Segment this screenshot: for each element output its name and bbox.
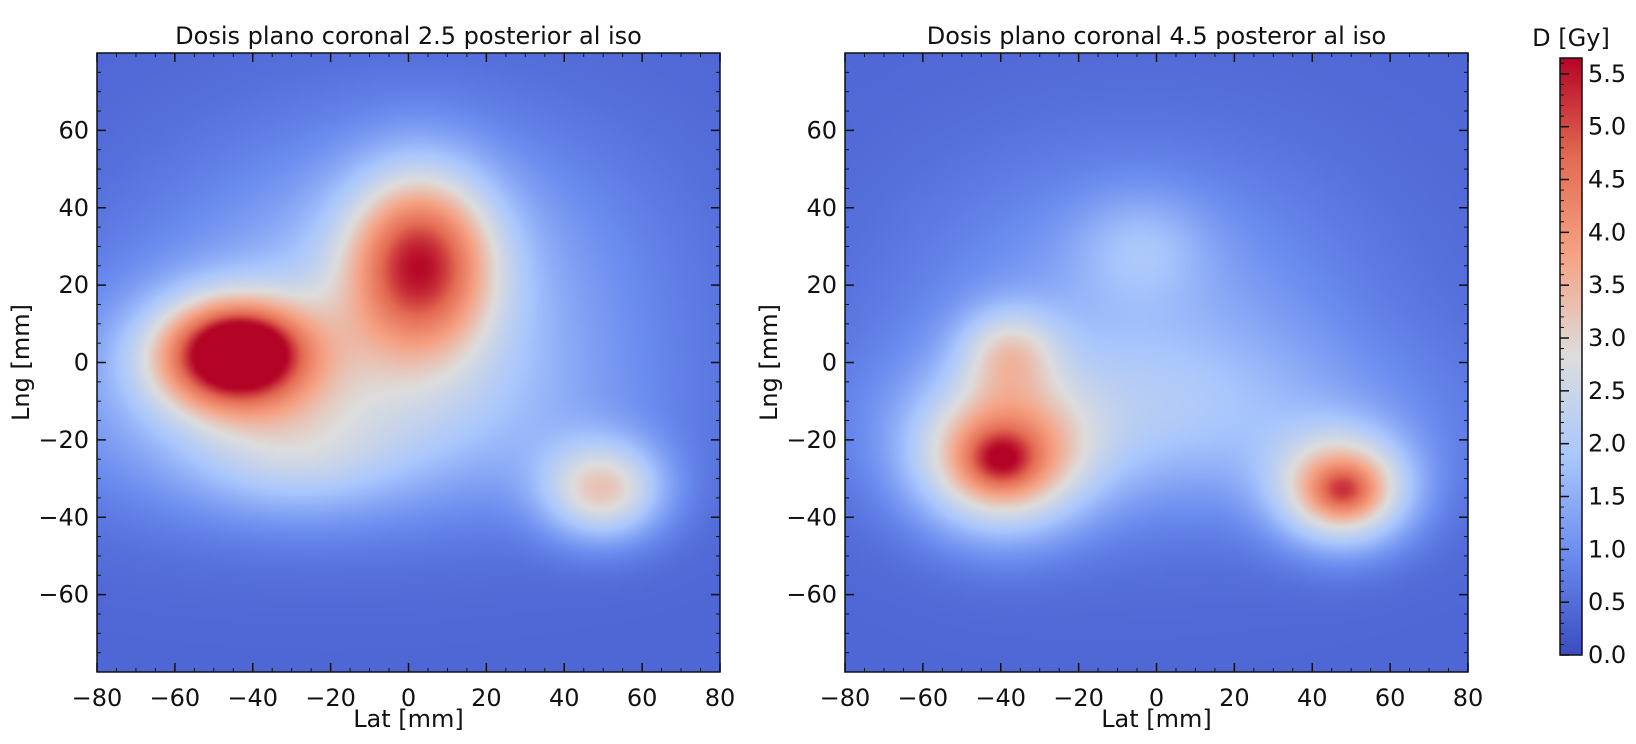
heatmap-panel-2: −80 −60 −40 −20 0 20 40 60 80 −60 −40 −20 0 20 40 60 Dos… — [755, 22, 1483, 733]
x-tick-label: 0 — [1149, 684, 1164, 712]
chart-title: Dosis plano coronal 2.5 posterior al iso — [175, 22, 642, 50]
colorbar-tick-label: 5.5 — [1588, 60, 1626, 88]
y-axis-label: Lng [mm] — [755, 304, 783, 421]
y-tick-label: 40 — [58, 194, 89, 222]
x-tick-label: 80 — [705, 684, 736, 712]
y-axis-label: Lng [mm] — [7, 304, 35, 421]
x-tick-label: −60 — [898, 684, 949, 712]
x-axis-label: Lat [mm] — [1101, 705, 1212, 733]
x-tick-label: −80 — [820, 684, 871, 712]
x-axis-label: Lat [mm] — [353, 705, 464, 733]
y-tick-label: −20 — [38, 426, 89, 454]
y-tick-label: −40 — [786, 503, 837, 531]
y-tick-label: 40 — [806, 194, 837, 222]
y-tick-label: 20 — [58, 271, 89, 299]
colorbar: 0.0 0.5 1.0 1.5 2.0 2.5 3.0 3.5 4.0 4.5 5.0 5.5 D [G… — [1532, 24, 1626, 669]
colorbar-tick-label: 3.5 — [1588, 271, 1626, 299]
colorbar-tick-label: 0.5 — [1588, 588, 1626, 616]
colorbar-tick-label: 2.5 — [1588, 377, 1626, 405]
y-tick-label: −60 — [786, 581, 837, 609]
y-tick-label: 20 — [806, 271, 837, 299]
x-tick-label: −60 — [150, 684, 201, 712]
colorbar-tick-label: 4.5 — [1588, 166, 1626, 194]
colorbar-tick-label: 2.0 — [1588, 430, 1626, 458]
colorbar-tick-label: 5.0 — [1588, 113, 1626, 141]
x-tick-label: 80 — [1453, 684, 1484, 712]
dose-map-image — [97, 53, 720, 672]
y-tick-label: 60 — [806, 116, 837, 144]
colorbar-tick-label: 4.0 — [1588, 218, 1626, 246]
colorbar-tick-label: 1.0 — [1588, 535, 1626, 563]
y-tick-label: −60 — [38, 581, 89, 609]
colorbar-gradient — [1559, 57, 1583, 656]
y-tick-label: −40 — [38, 503, 89, 531]
x-tick-label: −40 — [975, 684, 1026, 712]
x-tick-label: 20 — [471, 684, 502, 712]
colorbar-label: D [Gy] — [1532, 24, 1610, 52]
y-tick-label: 0 — [74, 349, 89, 377]
x-tick-label: −80 — [72, 684, 123, 712]
x-tick-label: −20 — [1053, 684, 1104, 712]
y-tick-label: 60 — [58, 116, 89, 144]
x-tick-label: 60 — [627, 684, 658, 712]
x-tick-label: −20 — [305, 684, 356, 712]
x-tick-label: 60 — [1375, 684, 1406, 712]
colorbar-tick-label: 1.5 — [1588, 483, 1626, 511]
heatmap-panel-1: −80 −60 −40 −20 0 20 40 60 80 −60 −40 −20 0 20 40 60 Dos… — [7, 22, 735, 733]
chart-title: Dosis plano coronal 4.5 posteror al iso — [927, 22, 1387, 50]
dose-map-image — [845, 53, 1468, 672]
colorbar-tick-label: 3.0 — [1588, 324, 1626, 352]
x-tick-label: 0 — [401, 684, 416, 712]
colorbar-tick-label: 0.0 — [1588, 641, 1626, 669]
y-tick-label: −20 — [786, 426, 837, 454]
x-tick-label: 20 — [1219, 684, 1250, 712]
x-tick-label: 40 — [549, 684, 580, 712]
y-tick-label: 0 — [822, 349, 837, 377]
x-tick-label: −40 — [227, 684, 278, 712]
x-tick-label: 40 — [1297, 684, 1328, 712]
